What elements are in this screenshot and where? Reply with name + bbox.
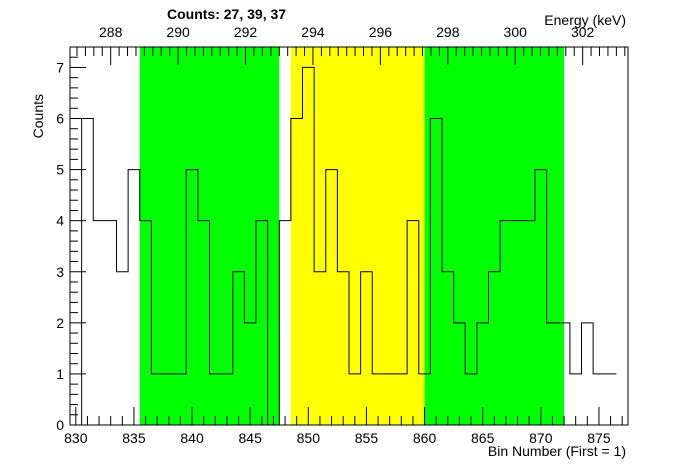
energy-tick-label: 300	[504, 24, 528, 40]
y-tick-label: 4	[56, 213, 64, 229]
energy-tick-label: 294	[301, 24, 325, 40]
histogram-layer	[70, 66, 617, 426]
region-2	[424, 47, 565, 425]
y-axis-title: Counts	[30, 94, 46, 138]
energy-tick-label: 302	[571, 24, 595, 40]
x-tick-label: 865	[471, 430, 495, 446]
x-axis-title: Bin Number (First = 1)	[488, 443, 626, 459]
y-tick-label: 2	[56, 315, 64, 331]
x-tick-label: 835	[122, 430, 146, 446]
x-tick-label: 875	[587, 430, 611, 446]
axes-layer: 830 835 840 845 850 855 860 865 870 875 0 1 2 3 4 5 6 7 28…	[56, 24, 626, 446]
energy-tick-label: 296	[369, 24, 393, 40]
x-tick-label: 840	[180, 430, 204, 446]
plot-frame	[69, 46, 629, 426]
energy-tick-label: 290	[166, 24, 190, 40]
histogram-series	[70, 66, 617, 426]
x-tick-label: 855	[355, 430, 379, 446]
x-tick-label: 870	[529, 430, 553, 446]
y-tick-label: 1	[56, 366, 64, 382]
x-tick-label: 850	[297, 430, 321, 446]
y-tick-label: 6	[56, 111, 64, 127]
y-tick-label: 0	[56, 417, 64, 433]
y-tick-label: 5	[56, 162, 64, 178]
region-1	[290, 47, 425, 425]
y-tick-label: 7	[56, 59, 64, 75]
energy-tick-label: 292	[234, 24, 258, 40]
counts-label: Counts: 27, 39, 37	[167, 6, 286, 22]
x-tick-label: 860	[413, 430, 437, 446]
energy-axis-title: Energy (keV)	[544, 12, 626, 28]
energy-tick-label: 298	[436, 24, 460, 40]
y-tick-label: 3	[56, 264, 64, 280]
x-tick-label: 830	[64, 430, 88, 446]
x-tick-label: 845	[239, 430, 263, 446]
energy-tick-label: 288	[99, 24, 123, 40]
